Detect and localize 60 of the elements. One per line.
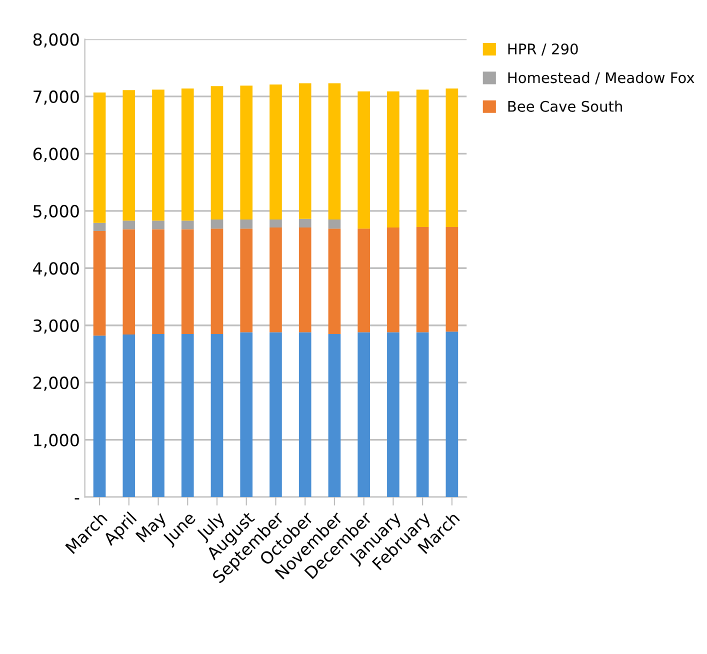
bar xyxy=(93,230,106,336)
y-tick-label: 1,000 xyxy=(34,434,79,448)
bar xyxy=(416,90,429,227)
bar xyxy=(152,229,164,334)
y-tick-label: 7,000 xyxy=(34,90,79,105)
bar xyxy=(240,228,253,332)
bar xyxy=(210,334,224,498)
bar xyxy=(210,220,224,229)
bar xyxy=(298,332,312,498)
bar xyxy=(152,334,164,498)
bar xyxy=(93,336,106,498)
bar xyxy=(181,220,194,230)
bar xyxy=(416,226,429,332)
bar xyxy=(328,334,341,498)
y-tick-label: 3,000 xyxy=(34,319,79,334)
bar xyxy=(298,228,312,332)
y-tick-label: - xyxy=(74,498,80,500)
bar xyxy=(270,84,282,220)
bar xyxy=(93,222,106,231)
bar xyxy=(328,83,341,220)
bar xyxy=(240,86,253,220)
bar xyxy=(181,229,194,334)
bar xyxy=(181,88,194,221)
bar xyxy=(298,83,312,219)
bar xyxy=(240,332,253,498)
y-tick-label: 6,000 xyxy=(33,148,79,162)
bar xyxy=(181,334,194,498)
bar xyxy=(122,220,136,230)
bar xyxy=(358,91,370,229)
y-tick-label: 2,000 xyxy=(33,376,79,391)
y-tick-label: 8,000 xyxy=(33,33,79,48)
bar xyxy=(122,334,136,498)
legend-label: HPR / 290 xyxy=(508,43,578,56)
bar xyxy=(270,228,282,332)
bar xyxy=(387,228,400,332)
y-tick-label: 4,000 xyxy=(33,262,79,276)
y-tick-label: 5,000 xyxy=(34,204,79,220)
bar xyxy=(210,86,224,220)
bar xyxy=(152,220,164,230)
bar xyxy=(416,332,429,498)
bar xyxy=(270,332,282,498)
bar xyxy=(122,229,136,335)
bar xyxy=(358,332,370,498)
bar xyxy=(122,90,136,221)
bar xyxy=(446,88,458,227)
bar xyxy=(298,218,312,228)
bar xyxy=(152,90,164,221)
bar xyxy=(328,220,341,229)
bar xyxy=(93,92,106,223)
bar xyxy=(446,226,458,332)
bar xyxy=(270,220,282,228)
legend-label: Homestead / Meadow Fox xyxy=(508,72,694,84)
bar xyxy=(210,228,224,334)
bar xyxy=(446,332,458,498)
bar xyxy=(358,228,370,332)
bar xyxy=(328,228,341,334)
legend-label: Bee Cave South xyxy=(508,100,622,112)
bar xyxy=(387,91,400,228)
bar xyxy=(240,220,253,229)
bar xyxy=(387,332,400,498)
